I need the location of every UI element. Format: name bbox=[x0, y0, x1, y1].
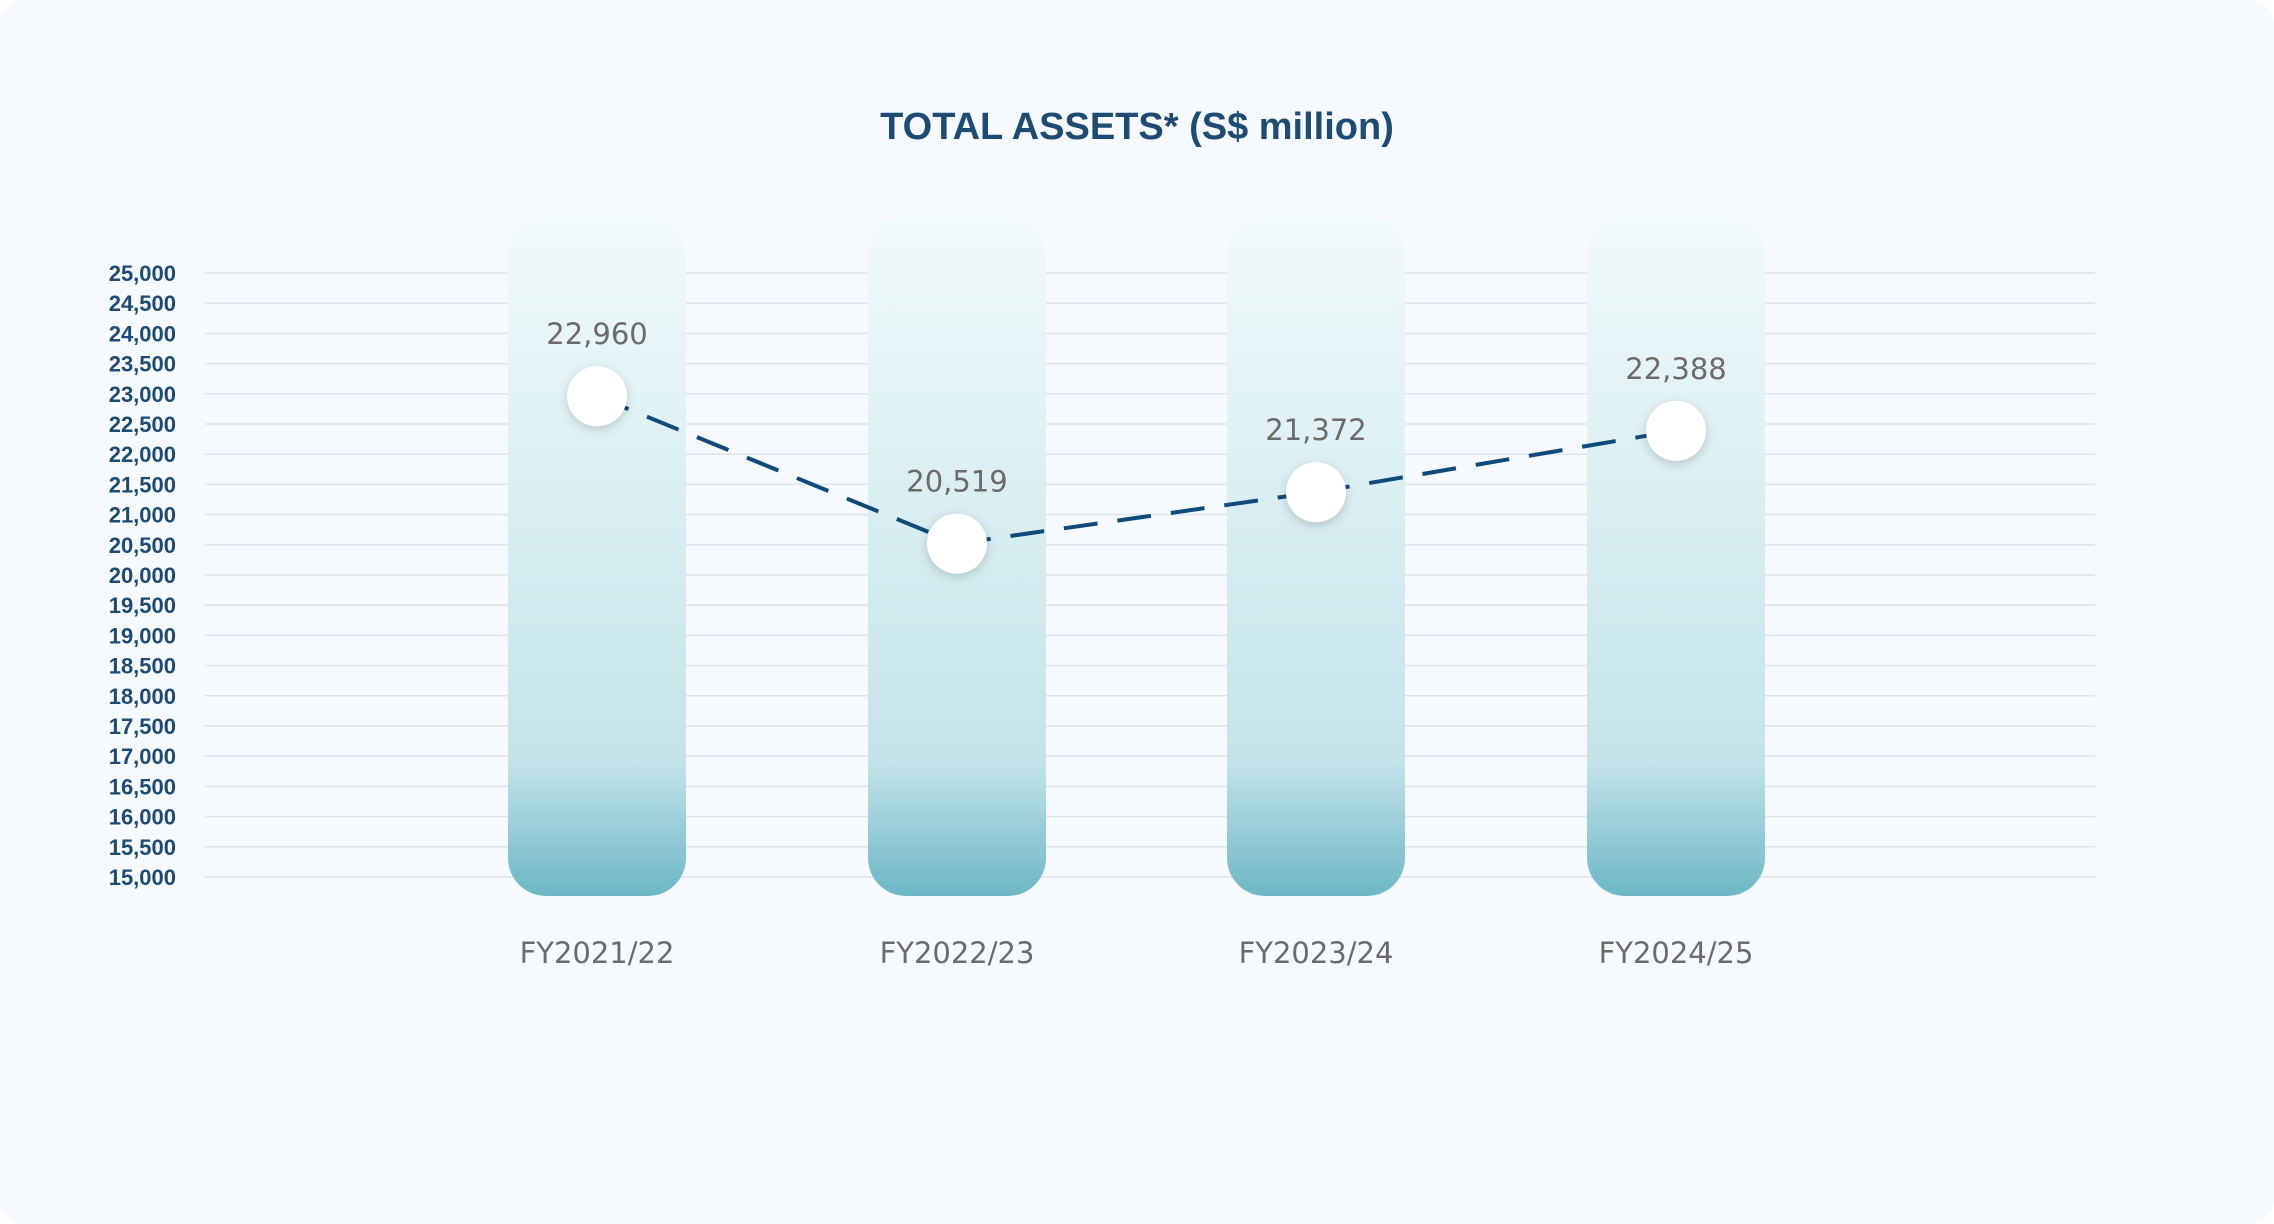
y-tick-label: 16,000 bbox=[109, 805, 176, 830]
data-label: 22,388 bbox=[1625, 352, 1726, 386]
data-labels: 22,960 20,519 21,372 22,388 bbox=[546, 317, 1726, 498]
y-tick-label: 19,500 bbox=[109, 593, 176, 618]
y-tick-label: 22,000 bbox=[109, 442, 176, 467]
data-label: 20,519 bbox=[906, 465, 1007, 499]
data-point-marker bbox=[1646, 400, 1706, 461]
y-tick-label: 20,500 bbox=[109, 533, 176, 558]
y-tick-label: 19,000 bbox=[109, 623, 176, 648]
grid-lines bbox=[205, 272, 2095, 878]
series-line-segment bbox=[596, 394, 958, 546]
y-tick-label: 23,000 bbox=[109, 382, 176, 407]
y-axis-ticks: 15,000 15,500 16,000 16,500 17,000 17,500 18,0… bbox=[109, 261, 176, 890]
y-tick-label: 17,500 bbox=[109, 714, 176, 739]
y-tick-label: 22,500 bbox=[109, 412, 176, 437]
x-axis-labels: FY2021/22 FY2022/23 FY2023/24 FY2024/25 bbox=[520, 936, 1754, 970]
y-tick-label: 25,000 bbox=[109, 261, 176, 286]
y-tick-label: 16,500 bbox=[109, 774, 176, 799]
y-tick-label: 24,000 bbox=[109, 321, 176, 346]
data-line bbox=[596, 394, 1677, 546]
x-category-label: FY2022/23 bbox=[880, 936, 1035, 970]
series-line-segment bbox=[956, 490, 1317, 546]
category-column bbox=[1587, 218, 1765, 896]
series-line-segment bbox=[1315, 428, 1677, 495]
y-tick-label: 15,500 bbox=[109, 835, 176, 860]
x-category-label: FY2021/22 bbox=[520, 936, 675, 970]
y-tick-label: 23,500 bbox=[109, 352, 176, 377]
data-point-marker bbox=[1286, 462, 1346, 523]
y-tick-label: 15,000 bbox=[109, 865, 176, 890]
data-point-marker bbox=[567, 366, 627, 427]
data-markers bbox=[567, 366, 1706, 574]
y-tick-label: 18,500 bbox=[109, 654, 176, 679]
x-category-label: FY2023/24 bbox=[1239, 936, 1394, 970]
y-tick-label: 21,000 bbox=[109, 503, 176, 528]
y-tick-label: 24,500 bbox=[109, 291, 176, 316]
y-tick-label: 17,000 bbox=[109, 744, 176, 769]
data-point-marker bbox=[927, 513, 987, 574]
category-columns bbox=[508, 218, 1765, 896]
y-tick-label: 21,500 bbox=[109, 472, 176, 497]
category-column bbox=[1227, 218, 1405, 896]
x-category-label: FY2024/25 bbox=[1599, 936, 1754, 970]
y-tick-label: 20,000 bbox=[109, 563, 176, 588]
data-label: 22,960 bbox=[546, 317, 647, 351]
category-column bbox=[508, 218, 686, 896]
chart-title: TOTAL ASSETS* (S$ million) bbox=[880, 106, 1394, 148]
data-label: 21,372 bbox=[1265, 413, 1366, 447]
y-tick-label: 18,000 bbox=[109, 684, 176, 709]
